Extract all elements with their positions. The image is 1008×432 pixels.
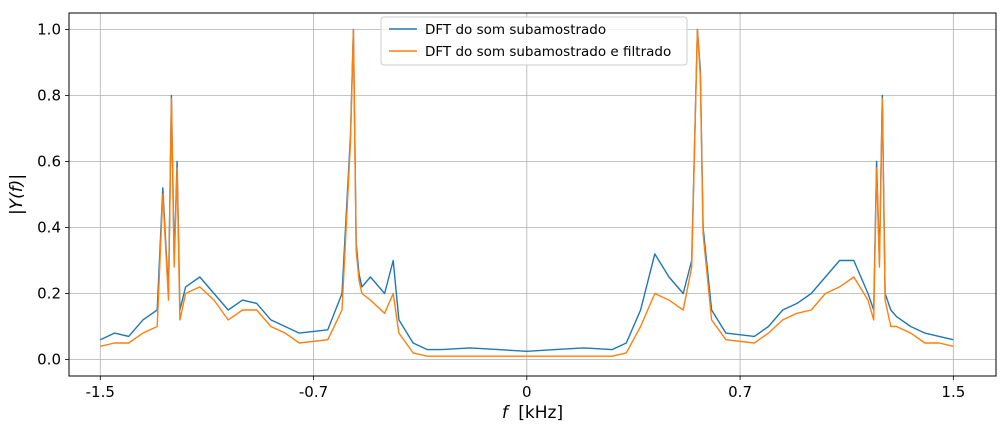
y-tick-label: 1.0 — [37, 21, 61, 39]
y-axis-label: |Y(f)| — [7, 174, 27, 215]
y-tick-label: 0.2 — [37, 285, 61, 303]
x-axis-label-unit: [kHz] — [518, 403, 563, 423]
x-axis-label-variable: f — [502, 403, 511, 423]
legend: DFT do som subamostrado DFT do som subam… — [380, 16, 688, 66]
plot-area — [68, 12, 997, 377]
y-tick-label: 0.0 — [37, 351, 61, 369]
x-tick-label: 0 — [522, 383, 532, 401]
y-tick-label: 0.8 — [37, 87, 61, 105]
series-line-2 — [100, 28, 954, 357]
x-axis-label: f [kHz] — [502, 403, 563, 423]
legend-box — [380, 16, 688, 66]
y-tick-label: 0.6 — [37, 153, 61, 171]
series-line-1 — [100, 28, 954, 352]
ticks: -1.5 -0.7 0 0.7 1.5 0.0 0.2 0.4 0.6 0.8 1.0 — [37, 21, 965, 402]
x-tick-label: 0.7 — [728, 383, 752, 401]
legend-entry-series-2: DFT do som subamostrado e filtrado — [425, 44, 671, 60]
series-layer — [100, 28, 954, 357]
x-tick-label: -1.5 — [86, 383, 115, 401]
x-tick-label: -0.7 — [299, 383, 328, 401]
y-tick-label: 0.4 — [37, 219, 61, 237]
legend-entry-series-1: DFT do som subamostrado — [425, 22, 606, 38]
x-tick-label: 1.5 — [941, 383, 965, 401]
